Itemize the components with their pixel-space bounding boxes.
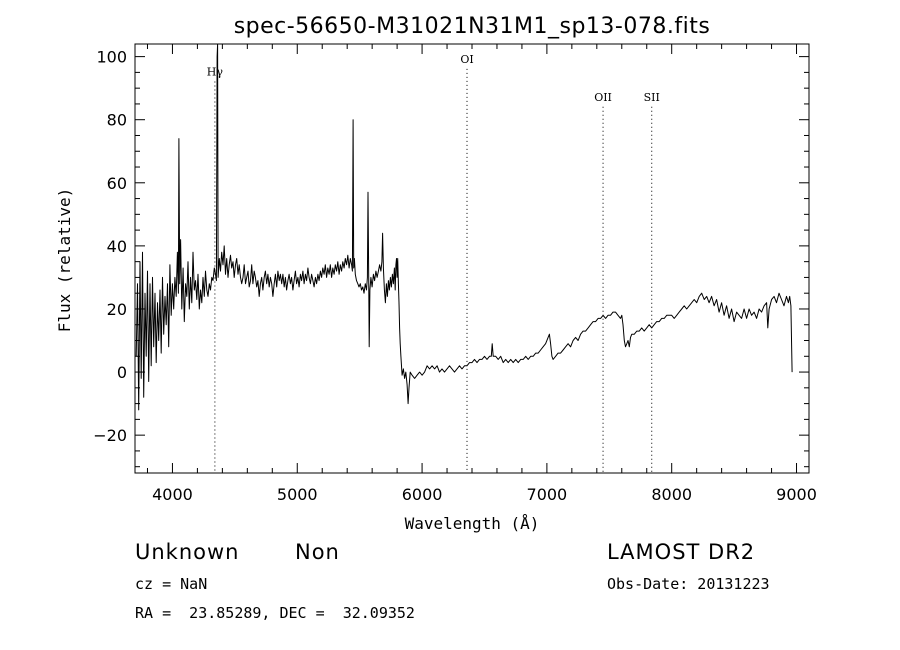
reference-line-label: OI	[460, 53, 473, 66]
reference-line-label: Hγ	[207, 66, 224, 79]
x-tick-label: 6000	[402, 485, 443, 504]
plot-frame	[134, 43, 810, 474]
object-class: Unknown	[135, 540, 240, 564]
y-tick-label: 0	[117, 363, 127, 382]
y-tick-label: 20	[107, 300, 127, 319]
y-tick-label: 60	[107, 174, 127, 193]
x-tick-label: 7000	[527, 485, 568, 504]
redshift-value: cz = NaN	[135, 575, 208, 593]
y-axis-label: Flux (relative)	[55, 188, 74, 333]
y-tick-label: 100	[96, 48, 127, 67]
survey-name: LAMOST DR2	[607, 540, 756, 564]
x-axis-label: Wavelength (Å)	[405, 514, 540, 533]
x-tick-label: 9000	[776, 485, 817, 504]
axis-ticks: 4000 5000 6000 7000 8000 9000 −20 0 20 40 60 80 100	[93, 44, 817, 504]
coordinates: RA = 23.85289, DEC = 32.09352	[135, 604, 415, 622]
observation-date: Obs-Date: 20131223	[607, 575, 770, 593]
y-tick-label: −20	[93, 426, 127, 445]
x-tick-label: 5000	[277, 485, 318, 504]
reference-line-label: SII	[644, 91, 660, 104]
spectrum-line	[135, 43, 793, 411]
y-tick-label: 80	[107, 111, 127, 130]
reference-line-label: OII	[594, 91, 612, 104]
chart-title: spec-56650-M31021N31M1_sp13-078.fits	[234, 14, 711, 39]
object-subclass: Non	[295, 540, 340, 564]
y-tick-label: 40	[107, 237, 127, 256]
spectrum-plot: spec-56650-M31021N31M1_sp13-078.fits 400…	[55, 14, 817, 533]
x-tick-label: 4000	[152, 485, 193, 504]
reference-lines: Hγ OI OII SII	[207, 53, 660, 473]
x-tick-label: 8000	[651, 485, 692, 504]
